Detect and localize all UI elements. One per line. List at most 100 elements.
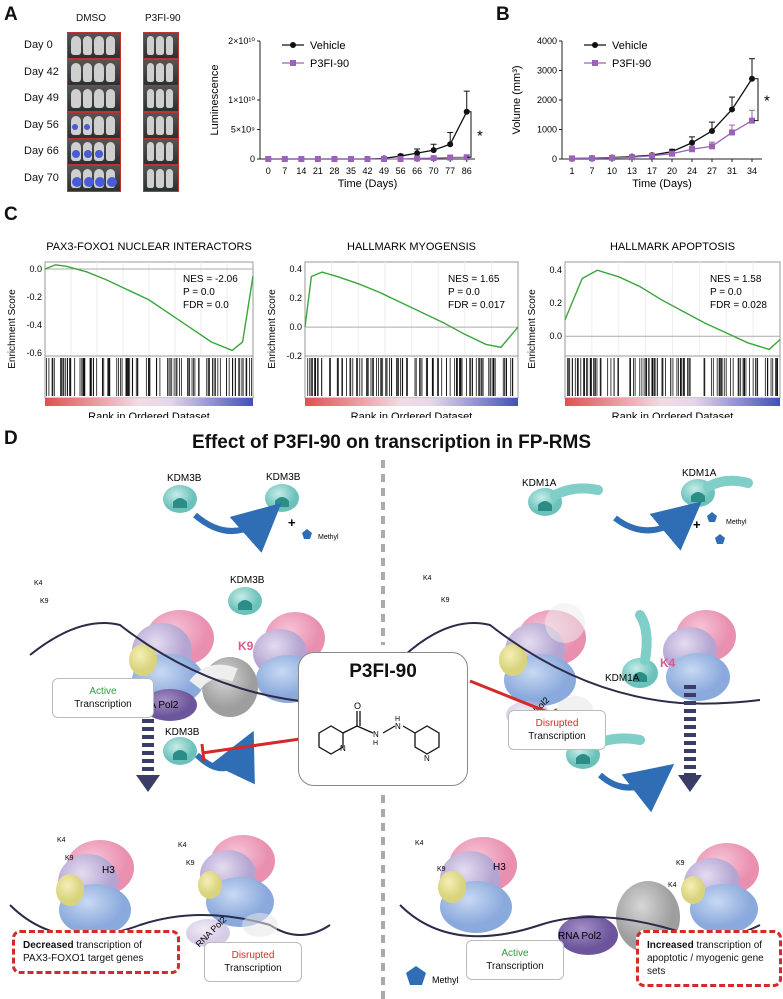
x-tick-label: 70 (429, 166, 439, 176)
data-point (347, 156, 354, 162)
x-tick-label: 66 (412, 166, 422, 176)
mouse-silhouette (105, 168, 117, 188)
dmso-mouse-image (67, 111, 121, 139)
col-label-dmso: DMSO (76, 13, 106, 24)
kdm3b-enzyme-top-left (163, 485, 197, 513)
mouse-silhouette (147, 89, 155, 108)
kdm1a-label-1: KDM1A (522, 478, 557, 489)
data-point (749, 75, 755, 82)
svg-text:K4: K4 (423, 575, 432, 582)
mouse-silhouette (105, 89, 115, 108)
mouse-silhouette (147, 36, 155, 55)
mouse-silhouette (156, 168, 164, 188)
mouse-silhouette (82, 62, 92, 82)
gsea-plot-pax3-foxo1: PAX3-FOXO1 NUCLEAR INTERACTORS 0.0 -0.2 -0.… (7, 241, 254, 418)
p3fi-mouse-image (143, 58, 179, 86)
bioluminescence-signal (72, 176, 82, 187)
x-tick-label: 24 (687, 166, 697, 176)
dmso-mouse-image (67, 138, 121, 165)
y-tick-label: 0.4 (289, 264, 302, 274)
series-line (571, 120, 753, 160)
h3-label-right: H3 (493, 862, 506, 873)
x-tick-label: 21 (313, 166, 323, 176)
stat-text: NES = 1.58 (710, 274, 762, 285)
mouse-silhouette (82, 168, 94, 188)
enrichment-curve (304, 271, 519, 349)
gsea-title: HALLMARK APOPTOSIS (610, 241, 735, 253)
y-tick-label: 0 (552, 154, 557, 164)
mouse-silhouette (82, 142, 92, 161)
y-axis-label: Enrichment Score (7, 289, 18, 369)
data-point (314, 156, 321, 162)
data-point (281, 156, 288, 162)
y-axis-label: Enrichment Score (527, 289, 538, 369)
nucleosome-left-bottom (56, 835, 275, 936)
bioluminescence-signal (106, 176, 117, 187)
data-point (414, 150, 421, 157)
x-tick-label: 13 (627, 166, 637, 176)
x-axis-label: Rank in Ordered Dataset (351, 411, 473, 418)
data-point (689, 146, 695, 153)
mouse-silhouette (156, 62, 164, 82)
methyl-legend-label: Methyl (432, 975, 459, 985)
rna-pol2-left-top (143, 657, 258, 721)
svg-text:K9: K9 (441, 597, 450, 604)
y-tick-label: 0.2 (549, 298, 562, 308)
x-tick-label: 20 (667, 166, 677, 176)
rank-gradient (305, 398, 518, 406)
svg-text:K9: K9 (65, 855, 74, 862)
kdm1a-enzyme-on-chromatin (622, 610, 658, 688)
x-tick-label: 14 (296, 166, 306, 176)
rna-pol2-left-bottom-disrupted (186, 913, 278, 947)
y-tick-label: 2000 (537, 95, 557, 105)
p3fi-mouse-image (143, 111, 179, 139)
svg-text:K9: K9 (186, 860, 195, 867)
callout-active-right: Active Transcription (466, 940, 564, 980)
mouse-silhouette (165, 142, 173, 161)
mouse-silhouette (105, 142, 115, 161)
drug-box: P3FI-90 O N H N H N N (298, 652, 468, 786)
enrichment-curve (564, 269, 781, 351)
svg-text:K9: K9 (676, 860, 685, 867)
legend-label: Vehicle (612, 40, 647, 52)
stat-text: NES = -2.06 (183, 274, 238, 285)
mouse-silhouette (147, 168, 155, 188)
day-label: Day 42 (24, 65, 59, 78)
svg-text:K4: K4 (178, 842, 187, 849)
x-tick-label: 17 (647, 166, 657, 176)
mouse-silhouette (156, 115, 164, 135)
x-tick-label: 7 (282, 166, 287, 176)
drug-structure: O N H N H N N (318, 701, 440, 763)
dmso-mouse-image (67, 164, 121, 192)
svg-text:O: O (354, 701, 361, 711)
legend-marker (592, 60, 598, 66)
pol2-label-left-top: RNA Pol2 (135, 700, 179, 711)
h3-label-left: H3 (102, 865, 115, 876)
x-tick-label: 42 (362, 166, 372, 176)
data-point (609, 154, 615, 161)
mouse-silhouette (165, 115, 173, 135)
mouse-silhouette (71, 115, 81, 135)
stat-text: NES = 1.65 (448, 274, 500, 285)
y-tick-label: 1×10¹⁰ (228, 95, 255, 105)
mouse-silhouette (165, 62, 173, 82)
dmso-mouse-image (67, 32, 121, 59)
data-point (430, 147, 437, 154)
data-point (749, 117, 755, 124)
p3fi-mouse-image (143, 138, 179, 165)
methyl-label-right: Methyl (726, 519, 747, 526)
legend-marker (592, 42, 598, 48)
x-tick-label: 0 (266, 166, 271, 176)
gsea-title: PAX3-FOXO1 NUCLEAR INTERACTORS (46, 241, 252, 253)
mouse-silhouette (156, 89, 164, 108)
x-tick-label: 27 (707, 166, 717, 176)
mouse-silhouette (71, 142, 81, 161)
y-tick-label: 5×10⁹ (231, 125, 255, 135)
data-point (430, 155, 437, 162)
methyl-legend-icon (406, 966, 426, 985)
svg-text:N: N (373, 730, 379, 739)
data-point (447, 154, 454, 161)
legend-label: P3FI-90 (612, 58, 651, 70)
p3fi-mouse-image (143, 164, 179, 192)
k4-mark-right-top: K4 (660, 656, 676, 670)
